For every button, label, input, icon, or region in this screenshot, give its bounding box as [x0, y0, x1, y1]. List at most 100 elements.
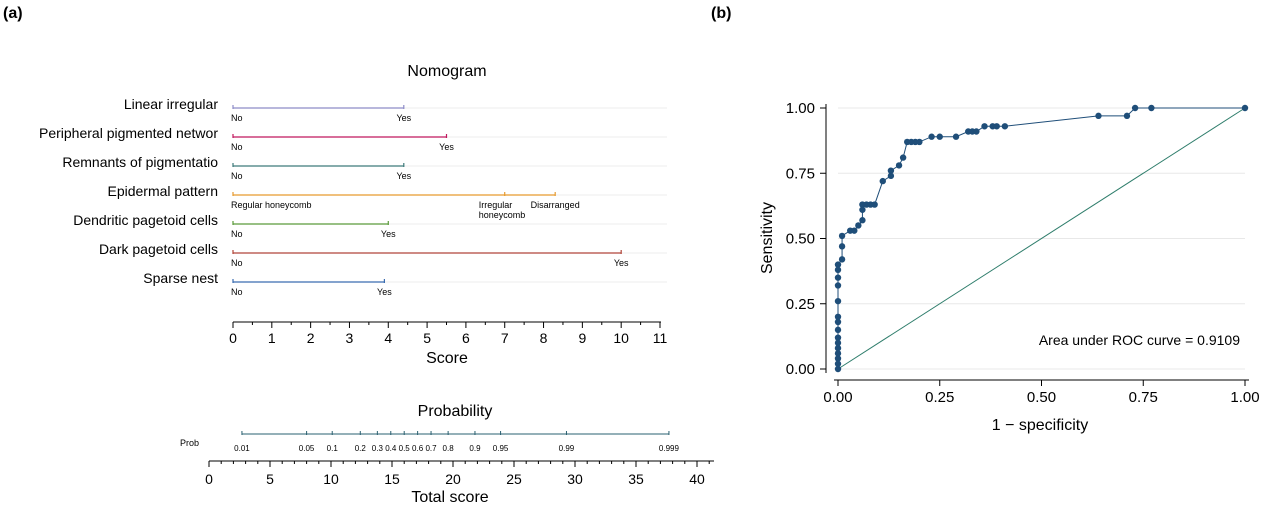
roc-point [834, 339, 842, 347]
predictor-level-label: Yes [396, 113, 411, 123]
predictor-level-label: No [231, 229, 243, 239]
predictor-level-label: Yes [377, 287, 392, 297]
score-axis: 0 1 2 3 4 5 6 7 8 9 10 11 Score [229, 321, 668, 367]
predictor-label: Dark pagetoid cells [99, 241, 218, 257]
probability-tick-label: 0.05 [299, 444, 315, 453]
roc-y-tick-label: 1.00 [786, 100, 815, 117]
score-tick-label: 5 [423, 330, 431, 346]
predictor-level-label: Yes [614, 258, 629, 268]
total-tick-label: 40 [689, 471, 705, 487]
roc-point [1001, 123, 1009, 130]
roc-point [916, 138, 923, 146]
probability-tick-label: 0.6 [412, 444, 424, 453]
predictor-label: Epidermal pattern [107, 183, 218, 199]
score-tick-label: 4 [384, 330, 392, 346]
predictor-level-label: Yes [381, 229, 396, 239]
total-tick-label: 25 [506, 471, 522, 487]
roc-point [834, 360, 842, 367]
probability-tick-label: 0.9 [469, 444, 481, 453]
total-axis-label: Total score [411, 489, 488, 506]
probability-tick-label: 0.999 [659, 444, 680, 453]
roc-point [834, 274, 842, 281]
nomogram-panel: Nomogram Linear irregular No Yes Peripheral… [39, 63, 714, 506]
roc-point [855, 222, 862, 229]
roc-x-tick-label: 0.50 [1027, 389, 1056, 406]
roc-point [1241, 104, 1249, 112]
predictor-label: Sparse nest [143, 270, 218, 286]
predictor-label: Dendritic pagetoid cells [73, 212, 218, 228]
roc-point [834, 261, 842, 268]
roc-point [1095, 112, 1102, 120]
roc-point [834, 282, 842, 289]
roc-point [834, 355, 842, 362]
total-tick-label: 15 [384, 471, 400, 487]
roc-panel: 0.00 0.25 0.50 0.75 1.00 0.00 0.25 0.50 0.75 1.00… [759, 100, 1260, 434]
roc-point [887, 167, 895, 174]
roc-point [851, 227, 858, 234]
predictor-level-label: No [231, 287, 243, 297]
probability-tick-label: 0.95 [493, 444, 509, 453]
roc-point [895, 162, 903, 169]
probability-tick-label: 0.01 [234, 444, 250, 453]
probability-axis: Prob 0.01 0.05 0.1 0.2 0.3 0.4 0.5 0.6 0.7 0.8 0.9 0… [180, 431, 679, 453]
score-tick-label: 1 [268, 330, 276, 346]
total-tick-label: 35 [628, 471, 644, 487]
predictor-level-label: Regular honeycomb [231, 200, 312, 210]
probability-tick-label: 0.2 [355, 444, 367, 453]
score-tick-label: 11 [653, 330, 668, 346]
roc-point [834, 266, 842, 274]
score-tick-label: 2 [307, 330, 315, 346]
roc-point [1131, 104, 1139, 112]
score-axis-label: Score [426, 350, 468, 367]
total-tick-label: 20 [445, 471, 461, 487]
score-tick-label: 8 [540, 330, 548, 346]
probability-tick-label: 0.4 [385, 444, 397, 453]
roc-x-axis-label: 1 − specificity [992, 417, 1088, 434]
total-score-axis: 0 5 10 15 20 25 30 35 40 Total score [205, 460, 714, 506]
score-tick-label: 6 [462, 330, 470, 346]
predictor-level-label: Yes [396, 171, 411, 181]
probability-tick-label: 0.99 [559, 444, 575, 453]
predictor-level-label: honeycomb [479, 210, 526, 220]
predictor-level-label: Irregular [479, 200, 513, 210]
roc-point [838, 232, 846, 240]
predictor-label: Peripheral pigmented networ [39, 125, 218, 141]
reference-line [837, 107, 1246, 370]
roc-y-tick-label: 0.00 [786, 361, 815, 378]
predictor-rows: Linear irregular No Yes Peripheral pigmente… [39, 96, 667, 297]
roc-y-axis-label: Sensitivity [759, 202, 776, 274]
roc-point [859, 217, 866, 224]
predictor-level-label: No [231, 258, 243, 268]
probability-tick-label: 0.3 [372, 444, 384, 453]
roc-point [838, 256, 846, 263]
roc-curve [834, 104, 1249, 373]
total-tick-label: 0 [205, 471, 213, 487]
probability-tick-label: 0.1 [327, 444, 339, 453]
roc-point [834, 326, 842, 334]
roc-point [834, 334, 842, 341]
roc-point [834, 313, 842, 320]
reference-diagonal [837, 107, 1246, 370]
roc-point [952, 133, 960, 140]
predictor-level-label: Disarranged [531, 200, 580, 210]
total-tick-label: 10 [323, 471, 339, 487]
roc-point [899, 154, 907, 161]
predictor-level-label: Yes [439, 142, 454, 152]
predictor-level-label: No [231, 142, 243, 152]
score-tick-label: 9 [578, 330, 586, 346]
roc-point [1148, 104, 1155, 112]
total-tick-label: 30 [567, 471, 583, 487]
predictor-label: Remnants of pigmentatio [62, 154, 218, 170]
probability-tick-label: 0.8 [443, 444, 455, 453]
roc-x-tick-label: 0.25 [925, 389, 954, 406]
roc-point [871, 201, 878, 208]
roc-point [887, 172, 895, 180]
roc-point [834, 365, 842, 373]
score-tick-label: 3 [346, 330, 354, 346]
nomogram-title: Nomogram [407, 63, 486, 80]
roc-y-tick-label: 0.50 [786, 231, 815, 248]
roc-point [838, 243, 846, 250]
total-tick-label: 5 [266, 471, 274, 487]
panel-a-label: (a) [3, 5, 23, 22]
